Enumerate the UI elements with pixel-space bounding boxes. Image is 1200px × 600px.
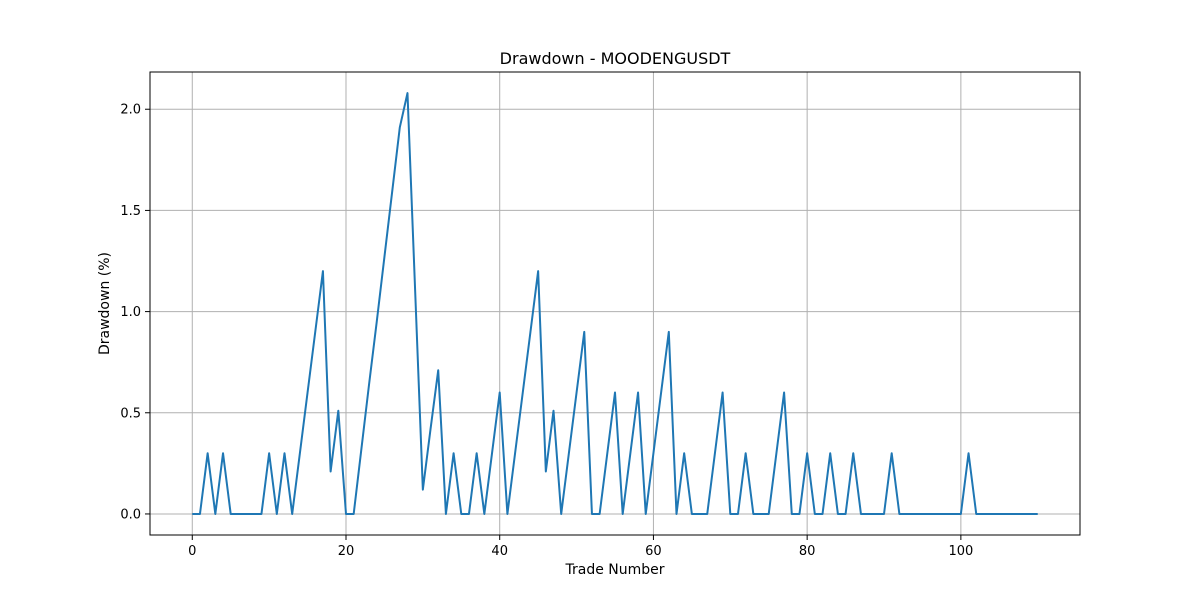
y-tick-label: 2.0 [120, 103, 141, 118]
x-tick-label: 60 [645, 544, 662, 559]
y-tick-label: 1.5 [120, 204, 141, 219]
y-axis-label: Drawdown (%) [97, 252, 113, 355]
y-tick-label: 0.0 [120, 507, 141, 522]
series-layer [192, 92, 1038, 515]
x-tick-label: 40 [491, 544, 508, 559]
x-axis-label: Trade Number [564, 562, 664, 578]
x-tick-label: 20 [338, 544, 355, 559]
x-tick-label: 80 [799, 544, 816, 559]
drawdown-series-line [192, 92, 1038, 515]
y-tick-label: 0.5 [120, 406, 141, 421]
axis-ticks: 0 20 40 60 80 100 0.0 0.5 1.0 1.5 2.0 [120, 103, 973, 559]
x-tick-label: 100 [948, 544, 973, 559]
chart-title: Drawdown - MOODENGUSDT [500, 49, 731, 68]
y-tick-label: 1.0 [120, 305, 141, 320]
x-tick-label: 0 [188, 544, 196, 559]
plot-frame [149, 71, 1081, 536]
